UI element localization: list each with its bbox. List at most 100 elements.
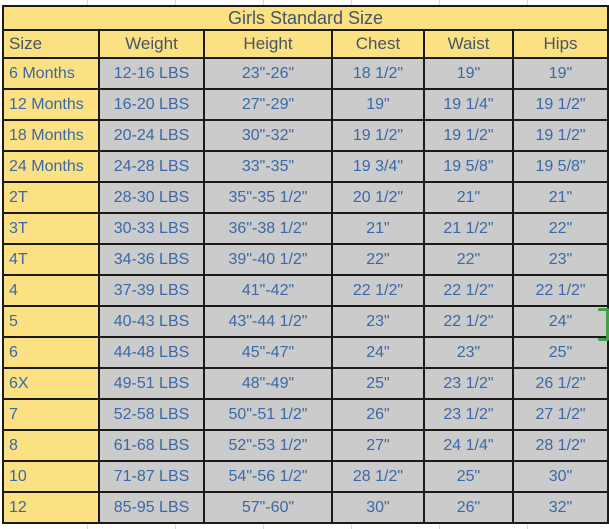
size-cell[interactable]: 12 Months xyxy=(2,88,100,121)
column-header-chest[interactable]: Chest xyxy=(331,29,425,59)
value-cell[interactable]: 25" xyxy=(331,367,425,400)
value-cell[interactable]: 85-95 LBS xyxy=(98,491,205,524)
column-header-hips[interactable]: Hips xyxy=(511,29,609,59)
value-cell[interactable]: 12-16 LBS xyxy=(98,57,205,90)
size-cell[interactable]: 12 xyxy=(2,491,100,524)
value-cell[interactable]: 22" xyxy=(511,212,609,245)
value-cell[interactable]: 27" xyxy=(331,429,425,462)
value-cell[interactable]: 19 1/2" xyxy=(511,88,609,121)
size-cell[interactable]: 2T xyxy=(2,181,100,214)
value-cell[interactable]: 23 1/2" xyxy=(423,398,514,431)
value-cell[interactable]: 30" xyxy=(511,460,609,493)
value-cell[interactable]: 57"-60" xyxy=(203,491,333,524)
value-cell[interactable]: 54"-56 1/2" xyxy=(203,460,333,493)
table-row: 24 Months 24-28 LBS 33"-35" 19 3/4" 19 5/8" 1… xyxy=(2,150,609,183)
value-cell[interactable]: 22 1/2" xyxy=(331,274,425,307)
value-cell[interactable]: 21" xyxy=(511,181,609,214)
size-cell[interactable]: 18 Months xyxy=(2,119,100,152)
value-cell[interactable]: 19 5/8" xyxy=(511,150,609,183)
value-cell[interactable]: 39"-40 1/2" xyxy=(203,243,333,276)
value-cell[interactable]: 49-51 LBS xyxy=(98,367,205,400)
size-cell[interactable]: 3T xyxy=(2,212,100,245)
value-cell[interactable]: 34-36 LBS xyxy=(98,243,205,276)
value-cell[interactable]: 43"-44 1/2" xyxy=(203,305,333,338)
value-cell[interactable]: 19" xyxy=(331,88,425,121)
value-cell[interactable]: 25" xyxy=(511,336,609,369)
value-cell[interactable]: 26" xyxy=(423,491,514,524)
value-cell[interactable]: 19 1/4" xyxy=(423,88,514,121)
value-cell[interactable]: 19 1/2" xyxy=(423,119,514,152)
value-cell[interactable]: 19 5/8" xyxy=(423,150,514,183)
size-cell[interactable]: 10 xyxy=(2,460,100,493)
cell-selection-handle[interactable] xyxy=(598,308,609,341)
value-cell[interactable]: 23 1/2" xyxy=(423,367,514,400)
value-cell[interactable]: 33"-35" xyxy=(203,150,333,183)
value-cell[interactable]: 19 1/2" xyxy=(511,119,609,152)
value-cell[interactable]: 16-20 LBS xyxy=(98,88,205,121)
value-cell[interactable]: 71-87 LBS xyxy=(98,460,205,493)
value-cell[interactable]: 44-48 LBS xyxy=(98,336,205,369)
size-cell[interactable]: 4 xyxy=(2,274,100,307)
column-header-size[interactable]: Size xyxy=(2,29,100,59)
value-cell[interactable]: 23" xyxy=(511,243,609,276)
value-cell[interactable]: 27"-29" xyxy=(203,88,333,121)
value-cell[interactable]: 24 1/4" xyxy=(423,429,514,462)
value-cell[interactable]: 24" xyxy=(511,305,609,338)
value-cell[interactable]: 40-43 LBS xyxy=(98,305,205,338)
value-cell[interactable]: 24" xyxy=(331,336,425,369)
value-cell[interactable]: 36"-38 1/2" xyxy=(203,212,333,245)
value-cell[interactable]: 19 3/4" xyxy=(331,150,425,183)
value-cell[interactable]: 27 1/2" xyxy=(511,398,609,431)
value-cell[interactable]: 28 1/2" xyxy=(511,429,609,462)
value-cell[interactable]: 32" xyxy=(511,491,609,524)
value-cell[interactable]: 23" xyxy=(331,305,425,338)
size-cell[interactable]: 6X xyxy=(2,367,100,400)
value-cell[interactable]: 22" xyxy=(331,243,425,276)
value-cell[interactable]: 18 1/2" xyxy=(331,57,425,90)
value-cell[interactable]: 24-28 LBS xyxy=(98,150,205,183)
size-cell[interactable]: 24 Months xyxy=(2,150,100,183)
value-cell[interactable]: 22 1/2" xyxy=(511,274,609,307)
column-header-waist[interactable]: Waist xyxy=(423,29,514,59)
table-title[interactable]: Girls Standard Size xyxy=(1,5,609,31)
size-cell[interactable]: 7 xyxy=(2,398,100,431)
value-cell[interactable]: 19" xyxy=(423,57,514,90)
value-cell[interactable]: 19 1/2" xyxy=(331,119,425,152)
size-cell[interactable]: 8 xyxy=(2,429,100,462)
value-cell[interactable]: 21" xyxy=(423,181,514,214)
value-cell[interactable]: 28 1/2" xyxy=(331,460,425,493)
value-cell[interactable]: 48"-49" xyxy=(203,367,333,400)
size-cell[interactable]: 5 xyxy=(2,305,100,338)
value-cell[interactable]: 28-30 LBS xyxy=(98,181,205,214)
value-cell[interactable]: 19" xyxy=(511,57,609,90)
value-cell[interactable]: 45"-47" xyxy=(203,336,333,369)
value-cell[interactable]: 21" xyxy=(331,212,425,245)
value-cell[interactable]: 30"-32" xyxy=(203,119,333,152)
value-cell[interactable]: 52-58 LBS xyxy=(98,398,205,431)
value-cell[interactable]: 23"-26" xyxy=(203,57,333,90)
value-cell[interactable]: 26" xyxy=(331,398,425,431)
value-cell[interactable]: 20-24 LBS xyxy=(98,119,205,152)
value-cell[interactable]: 21 1/2" xyxy=(423,212,514,245)
size-cell[interactable]: 6 Months xyxy=(2,57,100,90)
value-cell[interactable]: 52"-53 1/2" xyxy=(203,429,333,462)
column-header-height[interactable]: Height xyxy=(203,29,333,59)
value-cell[interactable]: 22 1/2" xyxy=(423,274,514,307)
value-cell[interactable]: 50"-51 1/2" xyxy=(203,398,333,431)
value-cell[interactable]: 37-39 LBS xyxy=(98,274,205,307)
value-cell[interactable]: 30" xyxy=(331,491,425,524)
value-cell[interactable]: 61-68 LBS xyxy=(98,429,205,462)
value-cell[interactable]: 30-33 LBS xyxy=(98,212,205,245)
value-cell[interactable]: 41"-42" xyxy=(203,274,333,307)
value-cell[interactable]: 35"-35 1/2" xyxy=(203,181,333,214)
size-cell[interactable]: 4T xyxy=(2,243,100,276)
column-header-weight[interactable]: Weight xyxy=(98,29,205,59)
value-cell[interactable]: 22 1/2" xyxy=(423,305,514,338)
value-cell[interactable]: 25" xyxy=(423,460,514,493)
value-cell[interactable]: 20 1/2" xyxy=(331,181,425,214)
value-cell[interactable]: 26 1/2" xyxy=(511,367,609,400)
spreadsheet-gridlines-top xyxy=(0,0,609,5)
size-cell[interactable]: 6 xyxy=(2,336,100,369)
value-cell[interactable]: 22" xyxy=(423,243,514,276)
value-cell[interactable]: 23" xyxy=(423,336,514,369)
